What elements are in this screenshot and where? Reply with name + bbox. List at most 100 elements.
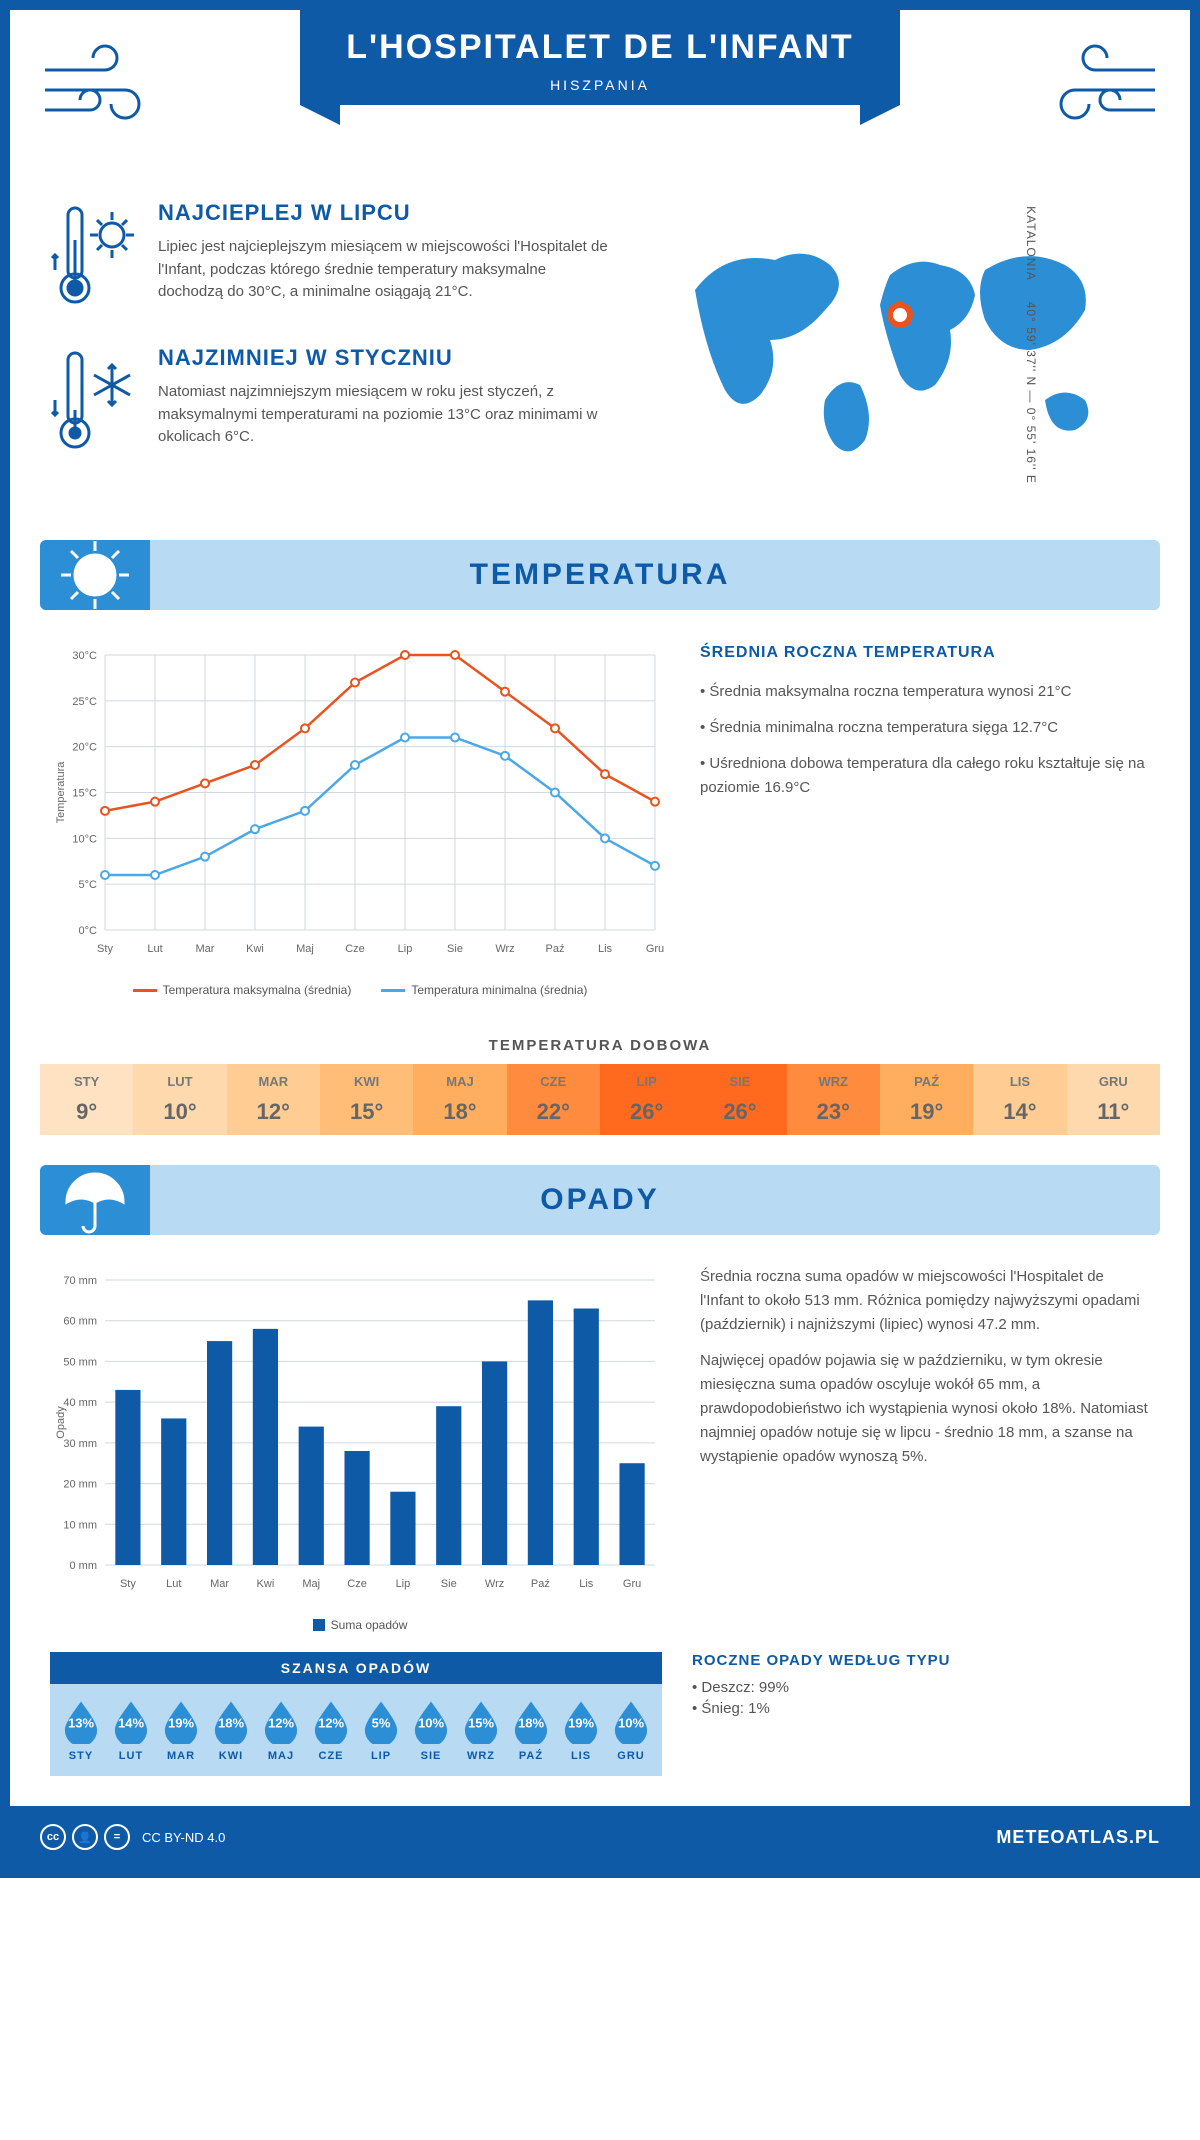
rain-header: OPADY xyxy=(40,1165,1160,1235)
temperature-legend: Temperatura maksymalna (średnia) Tempera… xyxy=(50,983,670,997)
svg-text:10 mm: 10 mm xyxy=(63,1519,97,1531)
svg-text:25°C: 25°C xyxy=(72,696,97,708)
temp-cell: LUT10° xyxy=(133,1064,226,1135)
svg-text:Sty: Sty xyxy=(97,943,113,955)
chance-grid: 13% STY 14% LUT 19% MAR 18% KWI 12% MAJ … xyxy=(50,1684,662,1776)
rain-chance-drop: 13% STY xyxy=(58,1698,104,1762)
svg-text:Maj: Maj xyxy=(296,943,314,955)
stat-1: • Średnia maksymalna roczna temperatura … xyxy=(700,680,1150,704)
svg-text:20°C: 20°C xyxy=(72,742,97,754)
svg-text:Lut: Lut xyxy=(166,1578,181,1590)
svg-text:60 mm: 60 mm xyxy=(63,1316,97,1328)
warmest-title: NAJCIEPLEJ W LIPCU xyxy=(158,200,610,226)
rain-type-box: ROCZNE OPADY WEDŁUG TYPU • Deszcz: 99% •… xyxy=(692,1652,1150,1776)
rain-type-title: ROCZNE OPADY WEDŁUG TYPU xyxy=(692,1652,1150,1669)
svg-text:Lis: Lis xyxy=(598,943,613,955)
svg-text:Cze: Cze xyxy=(347,1578,367,1590)
wind-icon-left xyxy=(40,40,170,135)
svg-text:Kwi: Kwi xyxy=(246,943,264,955)
coldest-fact: NAJZIMNIEJ W STYCZNIU Natomiast najzimni… xyxy=(50,345,610,460)
footer-license: cc 👤 = CC BY-ND 4.0 xyxy=(40,1824,225,1850)
umbrella-icon xyxy=(40,1165,150,1235)
svg-text:15°C: 15°C xyxy=(72,788,97,800)
rain-chance-drop: 18% KWI xyxy=(208,1698,254,1762)
svg-text:Cze: Cze xyxy=(345,943,365,955)
svg-text:Kwi: Kwi xyxy=(257,1578,275,1590)
daily-temp-heading: TEMPERATURA DOBOWA xyxy=(10,1037,1190,1054)
temp-cell: CZE22° xyxy=(507,1064,600,1135)
svg-text:Paź: Paź xyxy=(531,1578,550,1590)
rain-chance-box: SZANSA OPADÓW 13% STY 14% LUT 19% MAR 18… xyxy=(50,1652,662,1776)
svg-text:Paź: Paź xyxy=(546,943,565,955)
svg-text:5°C: 5°C xyxy=(79,879,98,891)
coordinates-label: KATALONIA 40° 59' 37'' N — 0° 55' 16'' E xyxy=(1024,206,1038,484)
license-text: CC BY-ND 4.0 xyxy=(142,1830,225,1845)
chance-title: SZANSA OPADÓW xyxy=(50,1652,662,1684)
rain-type-rain: • Deszcz: 99% xyxy=(692,1679,1150,1696)
country-label: HISZPANIA xyxy=(310,77,890,93)
rain-chart-row: 0 mm10 mm20 mm30 mm40 mm50 mm60 mm70 mmS… xyxy=(10,1255,1190,1652)
rain-legend: Suma opadów xyxy=(50,1618,670,1632)
svg-text:Wrz: Wrz xyxy=(495,943,514,955)
svg-text:20 mm: 20 mm xyxy=(63,1479,97,1491)
sun-icon xyxy=(40,540,150,610)
temperature-title: TEMPERATURA xyxy=(50,558,1150,592)
stat-2: • Średnia minimalna roczna temperatura s… xyxy=(700,716,1150,740)
rain-chart: 0 mm10 mm20 mm30 mm40 mm50 mm60 mm70 mmS… xyxy=(50,1265,670,1632)
rain-chance-drop: 15% WRZ xyxy=(458,1698,504,1762)
temp-cell: MAJ18° xyxy=(413,1064,506,1135)
svg-text:Mar: Mar xyxy=(196,943,215,955)
svg-text:Temperatura: Temperatura xyxy=(55,761,67,824)
temp-cell: LIP26° xyxy=(600,1064,693,1135)
temperature-stats: ŚREDNIA ROCZNA TEMPERATURA • Średnia mak… xyxy=(700,640,1150,997)
rain-bottom-row: SZANSA OPADÓW 13% STY 14% LUT 19% MAR 18… xyxy=(10,1652,1190,1806)
svg-text:Opady: Opady xyxy=(55,1406,67,1439)
svg-text:Lis: Lis xyxy=(579,1578,594,1590)
rain-chance-drop: 5% LIP xyxy=(358,1698,404,1762)
svg-text:Maj: Maj xyxy=(302,1578,320,1590)
svg-text:30 mm: 30 mm xyxy=(63,1438,97,1450)
rain-para-2: Najwięcej opadów pojawia się w październ… xyxy=(700,1349,1150,1469)
rain-chance-drop: 18% PAŹ xyxy=(508,1698,554,1762)
wind-icon-right xyxy=(1030,40,1160,135)
temp-cell: MAR12° xyxy=(227,1064,320,1135)
world-map-panel: KATALONIA 40° 59' 37'' N — 0° 55' 16'' E xyxy=(640,200,1150,490)
cc-icons: cc 👤 = xyxy=(40,1824,130,1850)
temp-cell: SIE26° xyxy=(693,1064,786,1135)
page-root: L'HOSPITALET DE L'INFANT HISZPANIA xyxy=(0,0,1200,1878)
rain-chance-drop: 14% LUT xyxy=(108,1698,154,1762)
temp-cell: LIS14° xyxy=(973,1064,1066,1135)
svg-text:Sty: Sty xyxy=(120,1578,136,1590)
warmest-fact: NAJCIEPLEJ W LIPCU Lipiec jest najcieple… xyxy=(50,200,610,315)
site-name: METEOATLAS.PL xyxy=(996,1827,1160,1848)
title-ribbon: L'HOSPITALET DE L'INFANT HISZPANIA xyxy=(300,10,900,105)
svg-text:Lip: Lip xyxy=(396,1578,411,1590)
svg-text:50 mm: 50 mm xyxy=(63,1356,97,1368)
svg-text:Lut: Lut xyxy=(147,943,162,955)
svg-text:70 mm: 70 mm xyxy=(63,1275,97,1287)
cc-icon: cc xyxy=(40,1824,66,1850)
top-band: L'HOSPITALET DE L'INFANT HISZPANIA xyxy=(10,10,1190,190)
rain-type-snow: • Śnieg: 1% xyxy=(692,1700,1150,1717)
warmest-content: NAJCIEPLEJ W LIPCU Lipiec jest najcieple… xyxy=(158,200,610,315)
warmest-text: Lipiec jest najcieplejszym miesiącem w m… xyxy=(158,236,610,304)
svg-text:Sie: Sie xyxy=(441,1578,457,1590)
temp-cell: STY9° xyxy=(40,1064,133,1135)
thermometer-sun-icon xyxy=(50,200,140,315)
nd-icon: = xyxy=(104,1824,130,1850)
rain-para-1: Średnia roczna suma opadów w miejscowośc… xyxy=(700,1265,1150,1337)
svg-text:Gru: Gru xyxy=(623,1578,641,1590)
svg-text:30°C: 30°C xyxy=(72,650,97,662)
svg-text:10°C: 10°C xyxy=(72,833,97,845)
rain-chance-drop: 19% MAR xyxy=(158,1698,204,1762)
coldest-title: NAJZIMNIEJ W STYCZNIU xyxy=(158,345,610,371)
coldest-text: Natomiast najzimniejszym miesiącem w rok… xyxy=(158,381,610,449)
svg-text:Gru: Gru xyxy=(646,943,664,955)
stat-3: • Uśredniona dobowa temperatura dla całe… xyxy=(700,752,1150,800)
rain-chance-drop: 10% SIE xyxy=(408,1698,454,1762)
svg-text:40 mm: 40 mm xyxy=(63,1397,97,1409)
temp-cell: PAŹ19° xyxy=(880,1064,973,1135)
temp-cell: WRZ23° xyxy=(787,1064,880,1135)
world-map-icon xyxy=(675,220,1115,470)
svg-text:Sie: Sie xyxy=(447,943,463,955)
